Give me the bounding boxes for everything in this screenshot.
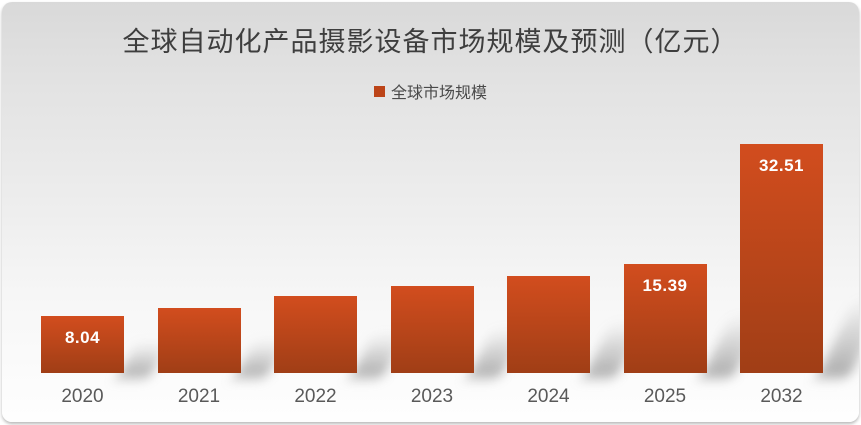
x-axis-label: 2032 bbox=[760, 386, 803, 407]
bar-2021 bbox=[157, 308, 285, 378]
x-axis-label: 2023 bbox=[410, 386, 454, 407]
bar-2022 bbox=[274, 296, 404, 378]
bar-2025: 15.39 bbox=[623, 264, 762, 378]
bar-group-2032: 32.51 2032 bbox=[740, 143, 859, 423]
bar-group-2023: 2023 bbox=[390, 286, 523, 422]
bar-group-2021: 2021 bbox=[157, 308, 285, 422]
plot-area: 8.04 2020 2021 2022 2023 bbox=[41, 133, 859, 423]
x-axis-label: 2025 bbox=[643, 386, 687, 407]
bar-2024 bbox=[507, 276, 643, 378]
bar-group-2020: 8.04 2020 bbox=[41, 316, 167, 422]
legend: 全球市场规模 bbox=[2, 79, 859, 103]
bar-2023 bbox=[390, 286, 523, 378]
legend-marker-icon bbox=[373, 85, 385, 97]
x-axis-label: 2022 bbox=[294, 386, 337, 407]
chart-title: 全球自动化产品摄影设备市场规模及预测（亿元） bbox=[122, 27, 739, 58]
legend-label: 全球市场规模 bbox=[390, 83, 487, 102]
x-axis-label: 2021 bbox=[177, 386, 221, 407]
bar-2032: 32.51 bbox=[740, 143, 859, 378]
bar-group-2022: 2022 bbox=[274, 296, 404, 422]
bar-value-label: 15.39 bbox=[642, 276, 688, 296]
bar-group-2025: 15.39 2025 bbox=[623, 264, 762, 422]
bar-2020: 8.04 bbox=[41, 316, 167, 378]
bar-shadow bbox=[817, 298, 859, 378]
x-axis-label: 2024 bbox=[527, 386, 570, 407]
bar-value-label: 8.04 bbox=[64, 328, 101, 348]
bar-group-2024: 2024 bbox=[507, 276, 643, 422]
bar-value-label: 32.51 bbox=[758, 155, 805, 175]
x-axis-label: 2020 bbox=[61, 386, 104, 407]
